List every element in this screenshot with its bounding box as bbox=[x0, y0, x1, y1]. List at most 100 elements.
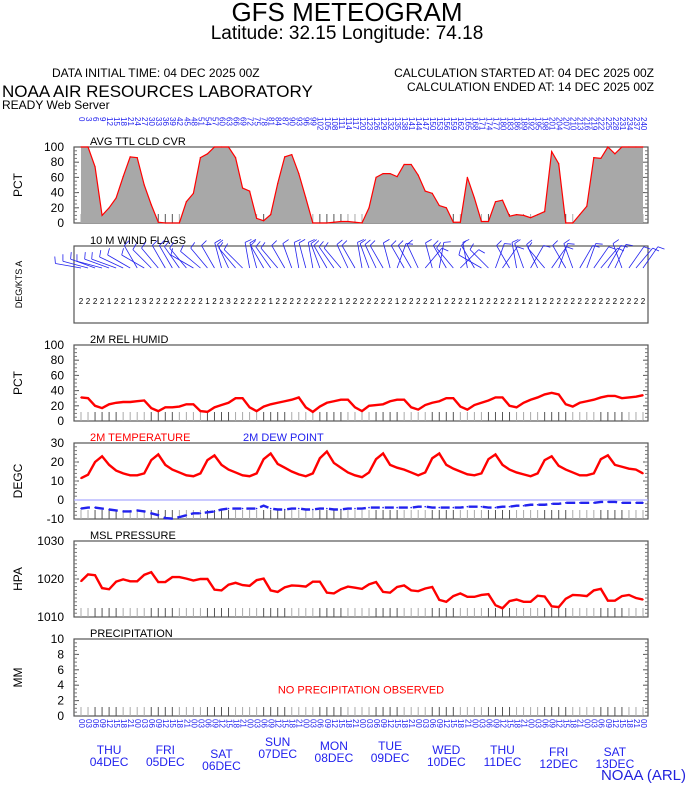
data-point bbox=[249, 190, 251, 192]
data-point bbox=[565, 222, 567, 224]
utc-hour-label: 15 bbox=[168, 719, 177, 728]
wind-barb-feather bbox=[201, 240, 207, 246]
no-precip-annotation: NO PRECIPITATION OBSERVED bbox=[278, 685, 444, 697]
data-point bbox=[122, 401, 124, 403]
wind-barb bbox=[323, 247, 342, 269]
data-point bbox=[115, 509, 117, 512]
forecast-hour-label: 51 bbox=[196, 117, 205, 126]
wind-barb-feather bbox=[514, 239, 521, 244]
wind-speed-label: 1 bbox=[128, 297, 133, 306]
data-point bbox=[347, 471, 349, 474]
data-point bbox=[269, 452, 272, 455]
forecast-hour-label: 78 bbox=[260, 117, 269, 126]
data-point bbox=[178, 222, 180, 224]
wind-barb bbox=[201, 245, 215, 269]
data-point bbox=[410, 471, 412, 474]
data-point bbox=[403, 584, 405, 587]
data-point bbox=[192, 579, 195, 582]
y-tick-label: 0 bbox=[57, 414, 64, 428]
data-point bbox=[164, 222, 166, 224]
wind-barb bbox=[530, 245, 544, 269]
wind-barb-feather bbox=[369, 240, 376, 246]
forecast-hour-label: 99 bbox=[309, 117, 318, 126]
forecast-hour-label: 201 bbox=[548, 117, 557, 131]
data-point bbox=[206, 578, 209, 580]
data-point bbox=[94, 574, 96, 576]
data-point bbox=[557, 393, 560, 396]
data-point bbox=[389, 173, 391, 175]
wind-speed-label: 2 bbox=[479, 297, 484, 306]
forecast-hour-label: 147 bbox=[421, 117, 430, 131]
data-point bbox=[571, 594, 574, 596]
forecast-hour-label: 219 bbox=[590, 117, 599, 131]
y-tick-label: 30 bbox=[51, 436, 65, 450]
data-point bbox=[621, 397, 623, 400]
wind-speed-label: 2 bbox=[409, 297, 414, 306]
data-point bbox=[80, 507, 82, 510]
wind-barb bbox=[70, 258, 96, 269]
forecast-hour-label: 180 bbox=[498, 117, 507, 131]
y-tick-label: 40 bbox=[51, 384, 65, 398]
data-point bbox=[333, 592, 335, 595]
data-point bbox=[536, 594, 539, 597]
wind-barb-feather bbox=[526, 239, 533, 245]
data-point bbox=[586, 595, 588, 597]
data-point bbox=[234, 582, 237, 584]
data-point bbox=[269, 507, 272, 510]
wind-speed-label: 2 bbox=[177, 297, 182, 306]
wind-speed-label: 2 bbox=[219, 297, 224, 306]
data-point bbox=[185, 577, 188, 580]
date-label: 04DEC bbox=[90, 755, 129, 769]
data-point bbox=[206, 459, 209, 461]
day-of-week-label: TUE bbox=[378, 739, 402, 753]
wind-barb-feather bbox=[260, 242, 266, 249]
forecast-hour-label: 54 bbox=[203, 117, 212, 126]
panel-title: MSL PRESSURE bbox=[90, 530, 176, 542]
forecast-hour-label: 150 bbox=[428, 117, 437, 131]
y-tick-label: 10 bbox=[51, 632, 65, 646]
utc-hour-label: 03 bbox=[421, 719, 430, 728]
wind-barb-feather bbox=[214, 239, 222, 244]
page-title: GFS METEOGRAM bbox=[231, 0, 463, 27]
utc-hour-label: 18 bbox=[175, 719, 184, 728]
wind-speed-label: 1 bbox=[107, 297, 112, 306]
data-point bbox=[87, 473, 89, 476]
data-point bbox=[438, 400, 441, 403]
wind-barb-feather bbox=[496, 240, 502, 246]
wind-barb-feather bbox=[359, 239, 367, 244]
forecast-hour-label: 177 bbox=[491, 117, 500, 131]
data-point bbox=[550, 455, 553, 458]
wind-barb bbox=[218, 247, 236, 269]
wind-barb bbox=[552, 245, 567, 269]
utc-hour-label: 00 bbox=[77, 719, 86, 728]
forecast-hour-label: 135 bbox=[393, 117, 402, 131]
wind-speed-label: 1 bbox=[535, 297, 540, 306]
utc-hour-label: 06 bbox=[91, 719, 100, 728]
forecast-hour-label: 216 bbox=[583, 117, 592, 131]
forecast-hour-label: 138 bbox=[400, 117, 409, 131]
data-point bbox=[578, 594, 581, 597]
wind-barb-feather bbox=[217, 239, 224, 245]
data-point bbox=[487, 506, 490, 509]
forecast-hour-label: 21 bbox=[126, 117, 135, 126]
data-point bbox=[543, 595, 546, 598]
data-point bbox=[171, 468, 174, 471]
forecast-hour-label: 84 bbox=[274, 117, 283, 126]
utc-hour-label: 21 bbox=[463, 719, 472, 728]
calculation-started: CALCULATION STARTED AT: 04 DEC 2025 00Z bbox=[394, 66, 654, 80]
data-point bbox=[115, 469, 117, 472]
wind-barb-feather bbox=[625, 244, 633, 247]
data-point bbox=[248, 507, 251, 510]
data-point bbox=[564, 403, 567, 406]
data-point bbox=[487, 593, 490, 595]
wind-barb-feather bbox=[107, 248, 110, 256]
data-point bbox=[403, 506, 405, 509]
wind-barb-feather bbox=[99, 250, 102, 258]
wind-barb-feather bbox=[190, 242, 196, 249]
data-point bbox=[241, 474, 244, 477]
wind-barb bbox=[310, 243, 321, 269]
wind-barb-feather bbox=[121, 248, 124, 256]
legend-dew-point: 2M DEW POINT bbox=[243, 432, 324, 444]
utc-hour-label: 03 bbox=[196, 719, 205, 728]
